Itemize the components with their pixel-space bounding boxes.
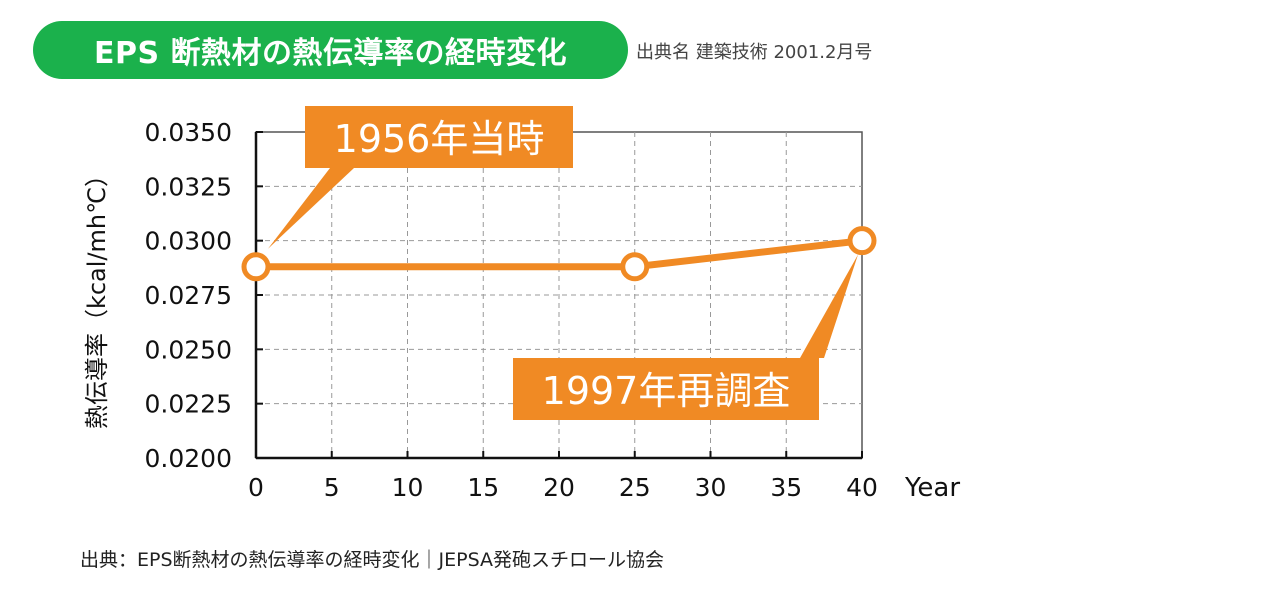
y-tick-label: 0.0225	[145, 390, 232, 419]
y-tick-label: 0.0350	[145, 118, 232, 147]
x-tick-label: 25	[619, 473, 651, 502]
data-point	[847, 226, 877, 256]
y-tick-label: 0.0300	[145, 227, 232, 256]
x-axis-label: Year	[904, 473, 960, 503]
data-point	[241, 252, 271, 282]
callout-pointer	[268, 168, 354, 249]
x-tick-label: 20	[543, 473, 575, 502]
x-tick-label: 5	[324, 473, 340, 502]
title-banner: EPS 断熱材の熱伝導率の経時変化	[33, 21, 628, 79]
y-tick-label: 0.0325	[145, 172, 232, 201]
source-citation: 出典名 建築技術 2001.2月号	[636, 42, 873, 63]
x-tick-label: 30	[695, 473, 727, 502]
y-tick-label: 0.0275	[145, 281, 232, 310]
chart-title: EPS 断熱材の熱伝導率の経時変化	[93, 36, 568, 71]
callout-label: 1997年再調査	[542, 369, 791, 413]
x-tick-label: 10	[392, 473, 424, 502]
x-tick-label: 0	[248, 473, 264, 502]
x-tick-label: 35	[770, 473, 802, 502]
callout-box	[305, 106, 573, 168]
callout-label: 1956年当時	[334, 117, 545, 161]
y-tick-label: 0.0250	[145, 335, 232, 364]
y-axis-label: 熱伝導率（kcal/mh℃）	[83, 163, 111, 429]
callout-box	[513, 358, 819, 420]
x-tick-label: 40	[846, 473, 878, 502]
callout-pointer	[800, 254, 858, 358]
y-tick-label: 0.0200	[145, 444, 232, 473]
data-point	[620, 252, 650, 282]
footer-source: 出典：EPS断熱材の熱伝導率の経時変化｜JEPSA発砲スチロール協会	[80, 549, 665, 571]
x-tick-label: 15	[467, 473, 499, 502]
